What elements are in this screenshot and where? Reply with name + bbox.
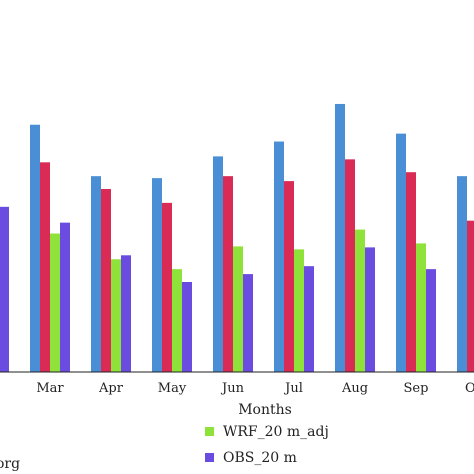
x-tick-labels: Mar Apr May Jun Jul Aug Sep O bbox=[36, 381, 474, 396]
bar-jul-series-1 bbox=[284, 181, 294, 372]
bar-sep-series-0 bbox=[396, 133, 406, 372]
bar-oct-series-1 bbox=[467, 220, 474, 372]
x-tick-label-jul: Jul bbox=[283, 381, 303, 396]
bar-jun-series-0 bbox=[213, 156, 223, 372]
x-tick-label-jun: Jun bbox=[220, 381, 245, 396]
legend-swatch-2 bbox=[205, 427, 214, 436]
legend-label-2: WRF_20 m_adj bbox=[223, 424, 329, 440]
bar-sep-series-2 bbox=[416, 243, 426, 372]
bar-mar-series-0 bbox=[30, 124, 40, 373]
bar-aug-series-3 bbox=[365, 247, 375, 372]
bar-apr-series-3 bbox=[121, 255, 131, 372]
x-tick-label-sep: Sep bbox=[404, 381, 429, 396]
bar-apr-series-1 bbox=[101, 189, 111, 372]
legend: WRF_20 m_adj OBS_20 m bbox=[205, 424, 329, 466]
bar-jun-series-2 bbox=[233, 246, 243, 372]
bar-jul-series-0 bbox=[274, 141, 284, 372]
bar-jun-series-1 bbox=[223, 176, 233, 372]
bars-group bbox=[0, 103, 474, 373]
bar-may-series-1 bbox=[162, 202, 172, 372]
bar-feb-series-3 bbox=[0, 206, 9, 372]
bar-aug-series-2 bbox=[355, 229, 365, 372]
legend-swatch-3 bbox=[205, 453, 214, 462]
x-tick-label-apr: Apr bbox=[98, 381, 124, 396]
bar-sep-series-3 bbox=[426, 269, 436, 372]
bar-aug-series-0 bbox=[335, 103, 345, 372]
x-tick-label-may: May bbox=[158, 381, 187, 396]
bar-mar-series-2 bbox=[50, 233, 60, 372]
bar-sep-series-1 bbox=[406, 172, 416, 372]
x-tick-label-aug: Aug bbox=[341, 381, 368, 396]
bar-oct-series-0 bbox=[457, 176, 467, 372]
bar-may-series-0 bbox=[152, 178, 162, 372]
bar-jul-series-3 bbox=[304, 266, 314, 372]
bar-mar-series-1 bbox=[40, 162, 50, 372]
legend-label-3: OBS_20 m bbox=[223, 450, 297, 466]
x-tick-label-oct: O bbox=[465, 381, 474, 396]
clipped-source-text: org bbox=[0, 456, 20, 472]
bar-apr-series-2 bbox=[111, 259, 121, 372]
bar-may-series-3 bbox=[182, 281, 192, 372]
bar-aug-series-1 bbox=[345, 159, 355, 372]
x-tick-label-mar: Mar bbox=[36, 381, 64, 396]
x-axis-title: Months bbox=[238, 402, 292, 418]
bar-jul-series-2 bbox=[294, 249, 304, 372]
bar-mar-series-3 bbox=[60, 222, 70, 372]
bar-apr-series-0 bbox=[91, 176, 101, 372]
bar-jun-series-3 bbox=[243, 274, 253, 372]
bar-may-series-2 bbox=[172, 269, 182, 372]
